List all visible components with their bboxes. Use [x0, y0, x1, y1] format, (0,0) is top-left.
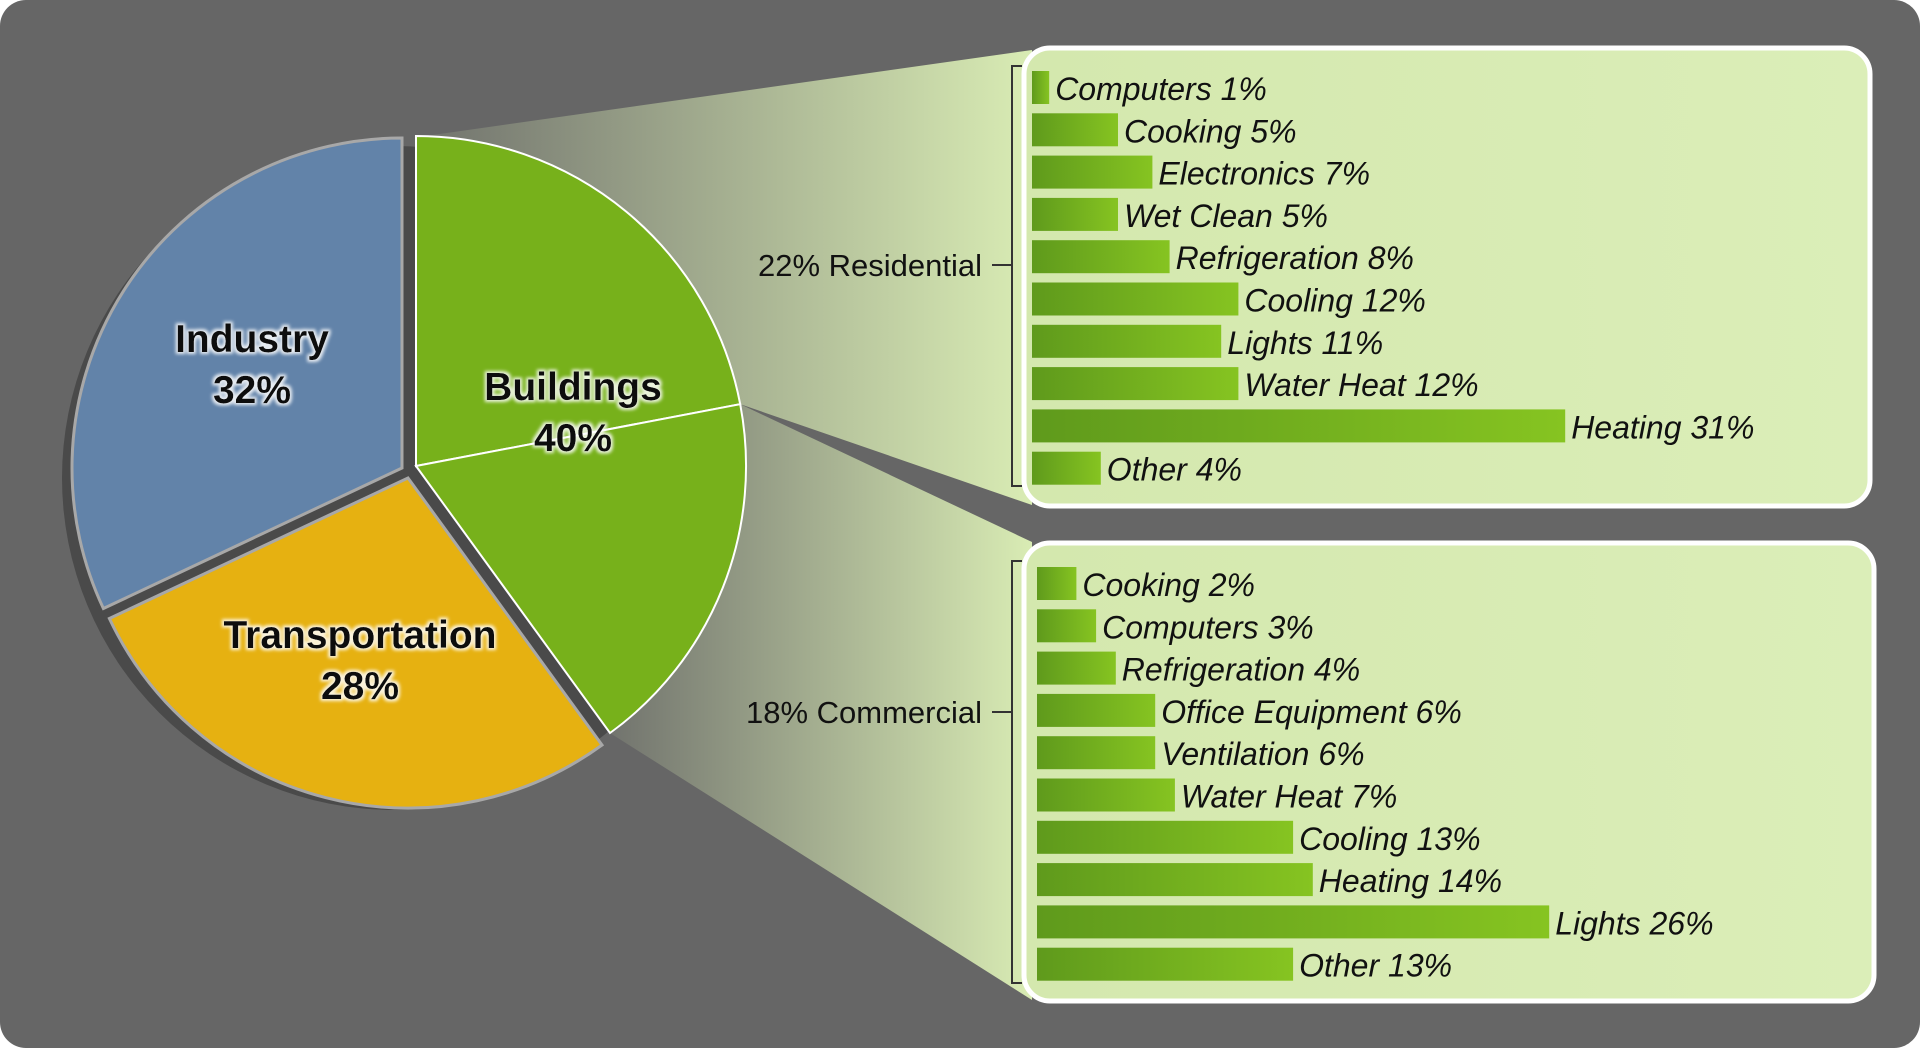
residential-bar-label-electronics: Electronics 7% [1158, 156, 1370, 192]
residential-bar-water-heat [1032, 367, 1239, 401]
residential-bar-refrigeration [1032, 240, 1170, 274]
pie-slice-buildings-commercial [414, 403, 748, 735]
pie-value-transportation: 28% [321, 665, 399, 708]
residential-bar-label-lights: Lights 11% [1227, 325, 1383, 361]
residential-bar-label-heating: Heating 31% [1571, 409, 1754, 445]
commercial-bar-office-equipment [1037, 693, 1156, 727]
commercial-bar-label-lights: Lights 26% [1555, 905, 1713, 941]
residential-breakdown: 22% Residential Computers 1% Cooking 5% Ele… [758, 65, 1754, 488]
pie-value-industry: 32% [213, 369, 291, 412]
commercial-bar-computers [1037, 609, 1097, 643]
residential-bar-cooking [1032, 113, 1118, 147]
commercial-bar-label-water-heat: Water Heat 7% [1181, 779, 1397, 815]
commercial-bar-lights [1037, 905, 1550, 939]
commercial-bar-label-heating: Heating 14% [1319, 863, 1502, 899]
sector-pie-chart [62, 134, 748, 810]
pie-label-buildings: Buildings [484, 366, 662, 409]
residential-bar-heating [1032, 409, 1566, 443]
residential-bar-label-other: Other 4% [1107, 452, 1242, 488]
residential-bar-label-water-heat: Water Heat 12% [1244, 367, 1478, 403]
commercial-bar-water-heat [1037, 778, 1175, 812]
commercial-bar-label-computers: Computers 3% [1102, 609, 1314, 645]
residential-group-label: 22% Residential [758, 248, 982, 283]
residential-bar-label-computers: Computers 1% [1055, 71, 1267, 107]
residential-bracket [1011, 65, 1022, 487]
residential-bar-lights [1032, 324, 1222, 358]
residential-bar-computers [1032, 71, 1050, 104]
pie-label-transportation: Transportation [223, 614, 496, 657]
commercial-bar-label-other: Other 13% [1299, 948, 1452, 984]
commercial-bar-label-ventilation: Ventilation 6% [1161, 736, 1364, 772]
pie-slice-industry [70, 136, 404, 611]
commercial-bar-ventilation [1037, 736, 1156, 770]
commercial-bar-cooling [1037, 820, 1294, 854]
pie-slice-transportation [107, 476, 605, 810]
commercial-breakdown: 18% Commercial Cooking 2% Computers 3% Refr… [746, 560, 1714, 984]
commercial-bar-label-cooling: Cooling 13% [1299, 821, 1480, 857]
pie-slice-buildings-residential [415, 134, 742, 468]
pie-value-buildings: 40% [534, 417, 612, 460]
residential-bar-label-cooking: Cooking 5% [1124, 113, 1297, 149]
residential-bar-cooling [1032, 282, 1239, 316]
residential-bar-wet-clean [1032, 197, 1118, 231]
pie-label-industry: Industry [175, 318, 329, 361]
residential-bar-label-refrigeration: Refrigeration 8% [1176, 240, 1414, 276]
commercial-group-label: 18% Commercial [746, 695, 982, 730]
commercial-bracket [1011, 560, 1022, 984]
commercial-bar-refrigeration [1037, 651, 1116, 685]
commercial-bar-cooking [1037, 567, 1077, 600]
commercial-bar-heating [1037, 863, 1313, 897]
residential-bar-other [1032, 451, 1101, 485]
commercial-bar-label-office-equipment: Office Equipment 6% [1161, 694, 1462, 730]
residential-bar-label-cooling: Cooling 12% [1244, 283, 1425, 319]
residential-bar-electronics [1032, 155, 1153, 189]
residential-bar-label-wet-clean: Wet Clean 5% [1124, 198, 1328, 234]
residential-callout-beam [424, 50, 1032, 505]
commercial-bar-other [1037, 947, 1294, 981]
pie-labels: Industry 32% Transportation 28% Buildings 40% [175, 318, 662, 708]
commercial-bar-label-refrigeration: Refrigeration 4% [1122, 652, 1360, 688]
commercial-bar-label-cooking: Cooking 2% [1082, 567, 1255, 603]
